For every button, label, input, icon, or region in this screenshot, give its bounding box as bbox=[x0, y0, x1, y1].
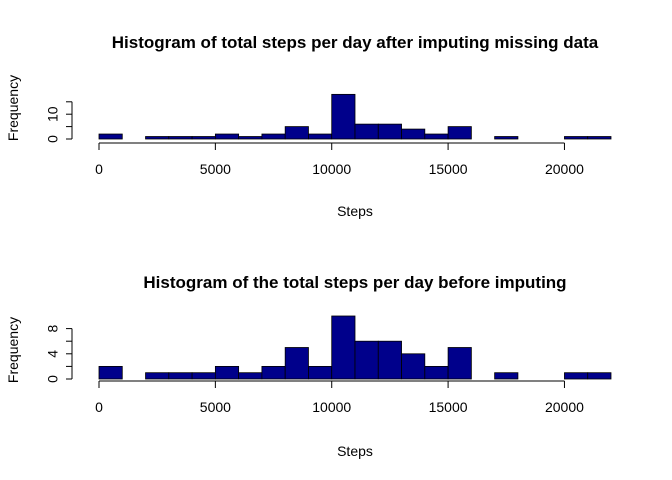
histogram-bar bbox=[587, 372, 612, 380]
histogram-panel-before-imputing: Histogram of the total steps per day bef… bbox=[5, 273, 612, 459]
histogram-bar bbox=[261, 133, 286, 140]
histogram-bar bbox=[401, 128, 426, 140]
histogram-bar bbox=[494, 136, 519, 140]
histogram-bar bbox=[308, 365, 333, 380]
histogram-bar bbox=[447, 126, 472, 140]
x-tick-label: 0 bbox=[95, 161, 103, 177]
histogram-bar bbox=[214, 133, 240, 140]
histogram-bar bbox=[494, 372, 519, 380]
histogram-bar bbox=[191, 372, 216, 380]
y-axis-label: Frequency bbox=[5, 75, 21, 141]
y-tick-label: 10 bbox=[45, 106, 61, 122]
histogram-bar bbox=[331, 93, 356, 140]
x-tick-label: 15000 bbox=[429, 399, 468, 415]
histogram-bar bbox=[145, 136, 170, 140]
bars-group bbox=[98, 315, 612, 380]
x-tick-label: 20000 bbox=[545, 399, 584, 415]
y-tick-label: 0 bbox=[45, 135, 61, 143]
chart-title: Histogram of the total steps per day bef… bbox=[143, 273, 566, 292]
x-tick-label: 10000 bbox=[312, 161, 351, 177]
x-tick-label: 15000 bbox=[429, 161, 468, 177]
histogram-bar bbox=[564, 136, 589, 140]
histogram-bar bbox=[238, 372, 263, 380]
x-tick-label: 0 bbox=[95, 399, 103, 415]
histogram-bar bbox=[284, 126, 309, 140]
histogram-bar bbox=[284, 347, 309, 380]
histogram-bar bbox=[424, 133, 449, 140]
y-axis: 0 4 8 bbox=[45, 324, 73, 383]
histogram-bar bbox=[587, 136, 612, 140]
histogram-bar bbox=[354, 340, 379, 380]
histogram-bar bbox=[354, 123, 379, 140]
histogram-bar bbox=[377, 340, 402, 380]
x-tick-label: 5000 bbox=[200, 161, 231, 177]
x-axis-label: Steps bbox=[337, 203, 373, 219]
histogram-bar bbox=[98, 133, 123, 140]
y-tick-label: 0 bbox=[45, 375, 61, 383]
x-tick-label: 10000 bbox=[312, 399, 351, 415]
x-axis: 0 5000 10000 15000 20000 bbox=[95, 142, 584, 177]
x-axis-label: Steps bbox=[337, 443, 373, 459]
bars-group bbox=[98, 93, 612, 140]
histogram-bar bbox=[447, 347, 472, 380]
histogram-bar bbox=[377, 123, 402, 140]
histogram-bar bbox=[331, 315, 356, 380]
x-tick-label: 5000 bbox=[200, 399, 231, 415]
x-axis: 0 5000 10000 15000 20000 bbox=[95, 380, 584, 415]
histogram-bar bbox=[238, 136, 263, 140]
histogram-bar bbox=[401, 353, 426, 380]
histogram-bar bbox=[564, 372, 589, 380]
histogram-bar bbox=[168, 136, 193, 140]
y-tick-label: 8 bbox=[45, 324, 61, 332]
histogram-bar bbox=[214, 365, 240, 380]
y-axis: 0 10 bbox=[45, 101, 73, 143]
histogram-bar bbox=[308, 133, 333, 140]
y-axis-label: Frequency bbox=[5, 317, 21, 383]
histogram-bar bbox=[145, 372, 170, 380]
y-tick-label: 4 bbox=[45, 350, 61, 358]
histogram-panel-after-imputing: Histogram of total steps per day after i… bbox=[5, 33, 612, 219]
x-tick-label: 20000 bbox=[545, 161, 584, 177]
chart-title: Histogram of total steps per day after i… bbox=[112, 33, 599, 52]
histogram-bar bbox=[261, 365, 286, 380]
histogram-bar bbox=[168, 372, 193, 380]
histogram-bar bbox=[424, 365, 449, 380]
histogram-bar bbox=[98, 365, 123, 380]
histogram-bar bbox=[191, 136, 216, 140]
